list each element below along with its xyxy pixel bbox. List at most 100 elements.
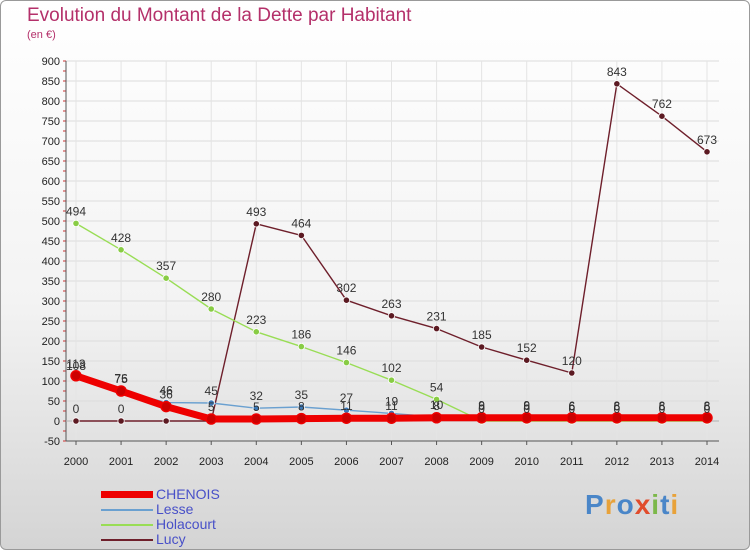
x-tick-label: 2011 [560,456,584,468]
data-label-holacourt: 280 [201,290,221,304]
data-point-lucy [703,148,711,156]
data-label-lesse: 6 [614,400,621,414]
data-label-chenois: 5 [253,400,260,414]
data-point-lucy [297,231,305,239]
data-point-chenois [70,370,82,382]
data-label-holacourt: 186 [291,328,311,342]
data-label-lucy: 843 [607,65,627,79]
data-label-lesse: 32 [250,389,264,403]
data-label-lucy: 493 [246,205,266,219]
data-label-chenois: 8 [614,399,621,413]
data-label-chenois: 6 [523,399,530,413]
y-tick-label: 450 [42,236,60,248]
data-point-chenois [295,412,308,425]
y-tick-label: 350 [42,276,60,288]
y-tick-label: 200 [42,336,60,348]
data-label-lucy: 231 [427,310,447,324]
chart-title: Evolution du Montant de la Dette par Hab… [27,5,412,26]
logo-letter: x [634,489,652,520]
data-point-holacourt [207,305,215,313]
x-tick-label: 2006 [334,456,358,468]
data-label-lucy: 185 [472,328,492,342]
x-tick-label: 2012 [605,456,629,468]
data-label-chenois: 6 [478,399,485,413]
legend-label-lucy: Lucy [156,531,186,547]
data-label-chenois: 5 [208,400,215,414]
data-label-lesse: 6 [568,400,575,414]
data-point-holacourt [342,358,351,367]
data-point-lucy [342,296,351,304]
data-label-holacourt: 223 [246,313,266,327]
x-tick-label: 2002 [154,456,178,468]
data-label-lucy: 0 [73,402,80,416]
data-point-chenois [566,412,578,424]
y-tick-label: 150 [42,356,60,368]
data-label-lesse: 9 [523,398,530,412]
proxiti-logo: Proxiti [585,489,679,521]
axes: -500501001502002503003504004505005506006… [42,56,720,468]
data-point-lucy [72,417,80,425]
data-point-chenois [160,400,172,413]
y-tick-label: 400 [42,256,60,268]
data-label-lesse: 6 [704,400,711,414]
y-tick-label: 50 [48,396,60,408]
data-point-chenois [115,385,127,397]
legend-swatch-holacourt [101,523,153,526]
logo-letter: r [604,489,617,520]
x-tick-label: 2010 [514,456,538,468]
legend-item-holacourt: Holacourt [101,517,216,532]
data-label-holacourt: 357 [156,259,176,273]
x-tick-label: 2013 [650,456,674,468]
logo-letter: i [670,489,680,520]
data-label-chenois: 6 [568,399,575,413]
legend-swatch-lucy [101,538,153,541]
y-tick-label: 300 [42,296,60,308]
data-label-lesse: 35 [295,388,309,402]
data-label-chenois: 8 [704,399,711,413]
data-label-chenois: 75 [114,372,128,386]
y-tick-label: 850 [42,76,60,88]
legend-item-lesse: Lesse [101,502,193,517]
data-label-lesse: 46 [159,384,173,398]
y-tick-label: 550 [42,196,60,208]
x-tick-label: 2000 [64,456,88,468]
data-point-holacourt [72,219,80,227]
data-label-lesse: 10 [430,398,444,412]
data-point-lesse [252,404,260,412]
data-point-holacourt [162,274,170,282]
data-point-chenois [475,412,488,424]
x-tick-label: 2014 [695,456,719,468]
data-point-chenois [250,413,263,425]
y-tick-label: 800 [42,96,60,108]
y-tick-label: 500 [42,216,60,228]
data-label-lesse: 108 [66,359,86,373]
data-label-holacourt: 146 [336,344,356,358]
data-point-chenois [611,412,623,424]
y-tick-label: 650 [42,156,60,168]
logo-letter: P [585,489,605,520]
data-label-holacourt: 0 [614,402,621,416]
data-label-chenois: 8 [433,399,440,413]
y-tick-label: 700 [42,136,60,148]
data-label-lucy: 762 [652,97,672,111]
data-label-lucy: 120 [562,354,582,368]
data-label-lesse: 19 [385,394,399,408]
x-tick-label: 2008 [424,456,448,468]
legend-item-lucy: Lucy [101,532,186,547]
data-label-chenois: 36 [159,388,173,402]
data-label-lucy: 464 [291,216,311,230]
data-label-chenois: 11 [340,399,353,413]
data-point-holacourt [117,246,125,254]
data-label-chenois: 11 [385,399,398,413]
data-point-chenois [340,412,353,424]
data-point-chenois [701,412,713,424]
data-label-lesse: 45 [205,384,219,398]
data-label-lesse: 76 [114,372,128,386]
data-label-holacourt: 428 [111,231,131,245]
y-tick-label: -50 [44,436,60,448]
data-label-chenois: 113 [66,357,85,371]
logo-letter: t [660,489,671,520]
data-point-chenois [205,413,217,425]
data-point-chenois [430,412,443,424]
